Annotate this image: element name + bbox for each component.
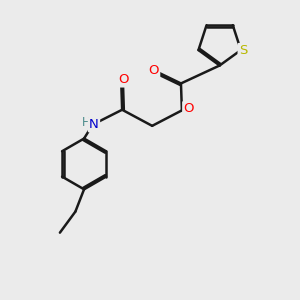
Text: O: O bbox=[148, 64, 159, 76]
Text: N: N bbox=[89, 118, 99, 131]
Text: O: O bbox=[184, 102, 194, 115]
Text: S: S bbox=[239, 44, 247, 57]
Text: O: O bbox=[118, 73, 129, 86]
Text: H: H bbox=[82, 116, 90, 129]
